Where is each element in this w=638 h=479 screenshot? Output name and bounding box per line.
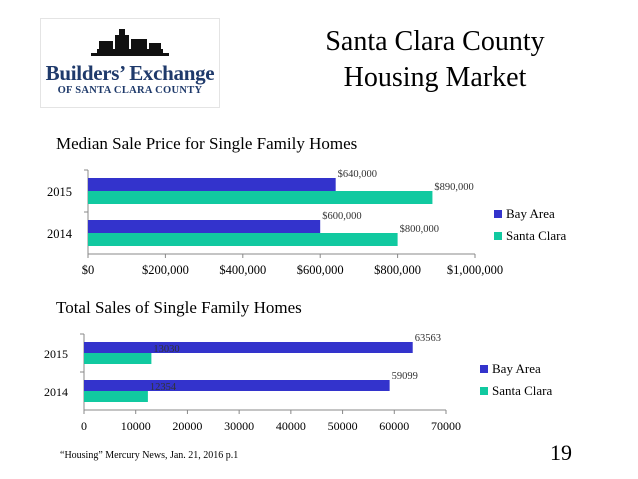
legend-label: Santa Clara (492, 383, 553, 398)
x-tick-label: $800,000 (374, 263, 421, 277)
x-tick-label: 50000 (328, 419, 358, 433)
bar-santa-clara (84, 391, 148, 402)
bar-santa-clara (84, 353, 152, 364)
data-label: $800,000 (400, 224, 439, 235)
slide-title-line1: Santa Clara County (325, 26, 545, 57)
x-tick-label: $400,000 (219, 263, 266, 277)
legend-swatch (494, 232, 502, 240)
legend-swatch (480, 365, 488, 373)
x-tick-label: $600,000 (297, 263, 344, 277)
legend-swatch (494, 210, 502, 218)
category-label: 2014 (44, 385, 68, 399)
x-tick-label: 10000 (121, 419, 151, 433)
median-price-chart-title: Median Sale Price for Single Family Home… (56, 134, 358, 153)
data-label: $640,000 (338, 169, 377, 180)
bar-santa-clara (88, 233, 398, 246)
bar-bay-area (88, 220, 321, 233)
data-label: $890,000 (434, 182, 473, 193)
building-skyline-icon (91, 29, 169, 56)
source-citation: “Housing” Mercury News, Jan. 21, 2016 p.… (60, 450, 239, 461)
x-tick-label: 30000 (224, 419, 254, 433)
legend-label: Santa Clara (506, 228, 567, 243)
x-tick-label: 20000 (172, 419, 202, 433)
x-tick-label: 70000 (431, 419, 461, 433)
x-tick-label: 60000 (379, 419, 409, 433)
page-number: 19 (550, 440, 572, 465)
legend-label: Bay Area (506, 206, 555, 221)
logo-text-line2: OF SANTA CLARA COUNTY (57, 85, 203, 96)
slide-title-line2: Housing Market (343, 62, 527, 93)
category-label: 2014 (47, 227, 73, 241)
x-tick-label: $200,000 (142, 263, 189, 277)
x-tick-label: 0 (81, 419, 87, 433)
slide-title: Santa Clara County Housing Market (290, 24, 580, 96)
total-sales-chart-title: Total Sales of Single Family Homes (56, 298, 302, 317)
builders-exchange-logo: Builders’ Exchange OF SANTA CLARA COUNTY (40, 18, 220, 108)
data-label: 12354 (150, 382, 177, 393)
logo-text-line1: Builders’ Exchange (45, 61, 215, 85)
data-label: $600,000 (322, 211, 361, 222)
legend-swatch (480, 387, 488, 395)
bar-bay-area (84, 342, 413, 353)
legend-label: Bay Area (492, 361, 541, 376)
bar-santa-clara (88, 191, 433, 204)
x-tick-label: 40000 (276, 419, 306, 433)
category-label: 2015 (47, 185, 72, 199)
category-label: 2015 (44, 347, 68, 361)
x-tick-label: $0 (82, 263, 95, 277)
bar-bay-area (88, 178, 336, 191)
data-label: 59099 (392, 371, 418, 382)
data-label: 13030 (153, 344, 179, 355)
x-tick-label: $1,000,000 (447, 263, 503, 277)
bar-bay-area (84, 380, 390, 391)
data-label: 63563 (415, 333, 441, 344)
